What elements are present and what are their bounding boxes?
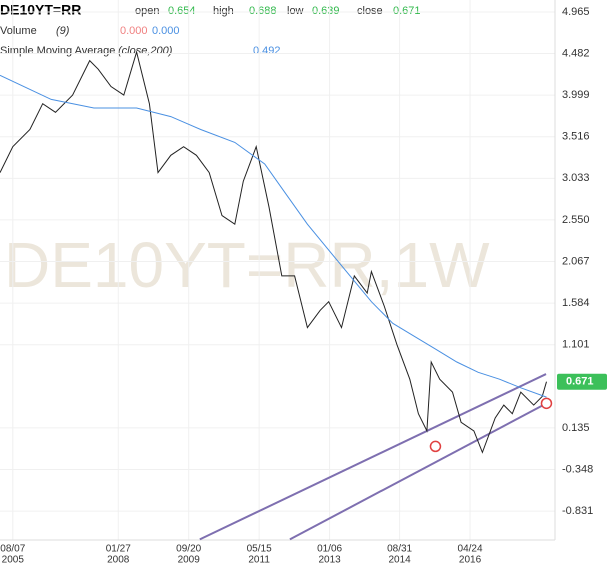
x-tick-label: 08/07 (0, 544, 25, 555)
x-tick-year: 2008 (107, 555, 130, 566)
y-tick-label: 1.101 (562, 339, 590, 351)
y-tick-label: 0.135 (562, 422, 590, 434)
x-tick-year: 2009 (178, 555, 201, 566)
ohlc-name: low (287, 5, 304, 17)
y-tick-label: 4.965 (562, 6, 590, 18)
series-line (0, 74, 547, 398)
x-tick-label: 01/27 (106, 544, 131, 555)
marker (540, 397, 553, 410)
ohlc-name: high (213, 5, 234, 17)
x-tick-label: 05/15 (247, 544, 272, 555)
ohlc-value: 0.671 (393, 5, 421, 17)
y-tick-label: 3.999 (562, 89, 590, 101)
series-line (0, 50, 547, 454)
marker (429, 440, 442, 453)
watermark: DE10YT=RR,1W (4, 229, 490, 301)
y-tick-label: -0.348 (562, 463, 593, 475)
y-tick-label: -0.831 (562, 505, 593, 517)
volume-name: Volume (0, 25, 37, 37)
y-tick-label: 3.033 (562, 172, 590, 184)
trend-line (199, 373, 547, 541)
x-tick-label: 04/24 (458, 544, 483, 555)
ohlc-value: 0.654 (168, 5, 196, 17)
sma-name: Simple Moving Average (0, 45, 115, 57)
ohlc-name: close (357, 5, 383, 17)
x-tick-label: 09/20 (176, 544, 201, 555)
y-tick-label: 4.482 (562, 47, 590, 59)
x-tick-label: 01/06 (317, 544, 342, 555)
trend-line (289, 402, 547, 541)
x-tick-year: 2014 (388, 555, 411, 566)
sma-value: 0.492 (253, 45, 281, 57)
x-tick-year: 2016 (459, 555, 482, 566)
ohlc-value: 0.639 (312, 5, 340, 17)
symbol: DE10YT=RR (0, 2, 81, 18)
y-tick-label: 1.584 (562, 297, 590, 309)
y-tick-label: 2.550 (562, 214, 590, 226)
x-tick-year: 2005 (2, 555, 25, 566)
last-price-tag (557, 373, 607, 390)
last-price-label: 0.671 (566, 376, 594, 388)
y-tick-label: 2.067 (562, 255, 590, 267)
x-tick-year: 2013 (318, 555, 341, 566)
x-tick-label: 08/31 (387, 544, 412, 555)
volume-value: 0.000 (120, 25, 148, 37)
ohlc-name: open (135, 5, 159, 17)
x-tick-year: 2011 (248, 555, 270, 566)
sma-params: (close,200) (118, 45, 173, 57)
y-tick-label: 3.516 (562, 131, 590, 143)
ohlc-value: 0.688 (249, 5, 277, 17)
volume-value: 0.000 (152, 25, 180, 37)
volume-params: (9) (56, 25, 70, 37)
